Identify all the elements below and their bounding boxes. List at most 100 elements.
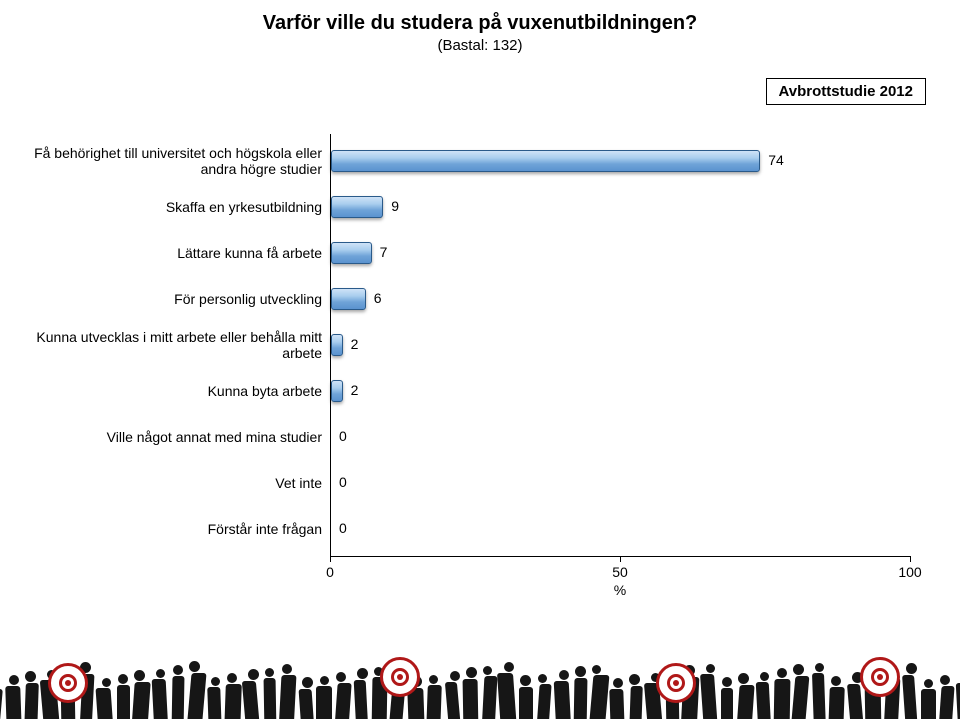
silhouette-head — [450, 671, 460, 681]
value-label: 6 — [374, 290, 382, 306]
silhouette-head — [156, 669, 165, 678]
silhouette-head — [629, 674, 640, 685]
silhouette-person — [589, 675, 610, 719]
silhouette-head — [429, 675, 438, 684]
silhouette-head — [706, 664, 715, 673]
silhouette-person — [629, 686, 643, 719]
silhouette-person — [554, 681, 572, 719]
silhouette-person — [774, 679, 791, 719]
silhouette-head — [227, 673, 237, 683]
silhouette-person — [921, 689, 936, 719]
value-label: 0 — [339, 428, 347, 444]
bar — [331, 334, 343, 356]
silhouette-head — [777, 668, 787, 678]
silhouette-head — [189, 661, 200, 672]
category-label: Lättare kunna få arbete — [10, 237, 322, 269]
silhouette-person — [829, 687, 846, 719]
silhouette-person — [497, 673, 517, 719]
silhouette-person — [316, 686, 332, 719]
chart-subtitle: (Bastal: 132) — [0, 37, 960, 54]
silhouette-person — [610, 689, 625, 719]
silhouette-head — [504, 662, 514, 672]
silhouette-head — [906, 663, 917, 674]
target-icon — [48, 663, 88, 703]
silhouette-head — [248, 669, 259, 680]
silhouette-person — [939, 686, 955, 719]
silhouette-person — [263, 678, 276, 719]
silhouette-head — [320, 676, 329, 685]
silhouette-person — [536, 684, 551, 719]
category-label: Förstår inte frågan — [10, 513, 322, 545]
silhouette-head — [102, 678, 111, 687]
silhouette-head — [118, 674, 128, 684]
target-icon — [860, 657, 900, 697]
silhouette-person — [481, 676, 497, 719]
silhouette-person — [902, 675, 918, 719]
silhouette-head — [760, 672, 769, 681]
silhouette-head — [592, 665, 601, 674]
silhouette-person — [354, 680, 369, 719]
silhouette-head — [520, 675, 531, 686]
bar — [331, 380, 343, 402]
category-label: För personlig utveckling — [10, 283, 322, 315]
silhouette-person — [117, 685, 130, 719]
x-tick — [910, 556, 911, 562]
silhouette-person — [721, 688, 733, 719]
target-icon — [656, 663, 696, 703]
silhouette-person — [847, 684, 864, 719]
silhouette-head — [575, 666, 586, 677]
x-tick-label: 0 — [326, 564, 334, 580]
silhouette-person — [298, 689, 314, 719]
silhouette-head — [9, 675, 19, 685]
silhouette-person — [5, 686, 22, 719]
silhouette-head — [336, 672, 346, 682]
chart-title: Varför ville du studera på vuxenutbildni… — [0, 12, 960, 35]
x-tick — [330, 556, 331, 562]
silhouette-person — [444, 682, 460, 719]
silhouette-person — [151, 679, 168, 719]
silhouette-person — [791, 676, 810, 719]
silhouette-person — [736, 685, 754, 719]
bar — [331, 288, 366, 310]
value-label: 0 — [339, 474, 347, 490]
legend-box: Avbrottstudie 2012 — [766, 78, 926, 105]
silhouette-person — [812, 673, 826, 719]
x-tick-label: 100 — [898, 564, 921, 580]
silhouette-head — [466, 667, 477, 678]
value-label: 0 — [339, 520, 347, 536]
silhouette-person — [132, 682, 151, 719]
value-label: 2 — [351, 382, 359, 398]
x-axis: % 050100 — [330, 556, 910, 602]
plot-area: 7497622000 — [330, 134, 911, 557]
silhouette-person — [519, 687, 533, 719]
silhouette-head — [793, 664, 804, 675]
silhouette-head — [559, 670, 569, 680]
silhouette-head — [302, 677, 313, 688]
silhouette-person — [0, 689, 3, 719]
bar — [331, 242, 372, 264]
silhouette-person — [224, 684, 242, 719]
silhouette-person — [172, 676, 185, 719]
x-axis-title: % — [614, 582, 626, 598]
silhouette-person — [24, 683, 39, 719]
silhouette-head — [483, 666, 492, 675]
value-label: 74 — [768, 152, 784, 168]
x-tick-label: 50 — [612, 564, 628, 580]
category-label: Ville något annat med mina studier — [10, 421, 322, 453]
silhouette-head — [613, 678, 623, 688]
silhouette-head — [265, 668, 274, 677]
category-label: Få behörighet till universitet och högsk… — [10, 145, 322, 177]
value-label: 9 — [391, 198, 399, 214]
silhouette-person — [242, 681, 260, 719]
value-label: 7 — [380, 244, 388, 260]
silhouette-person — [96, 688, 114, 719]
silhouette-head — [738, 673, 749, 684]
silhouette-head — [134, 670, 145, 681]
silhouette-head — [831, 676, 841, 686]
silhouette-person — [756, 682, 772, 719]
silhouette-person — [956, 683, 960, 719]
silhouette-person — [334, 683, 351, 719]
bar — [331, 150, 760, 172]
silhouette-person — [700, 674, 718, 719]
category-label: Skaffa en yrkesutbildning — [10, 191, 322, 223]
